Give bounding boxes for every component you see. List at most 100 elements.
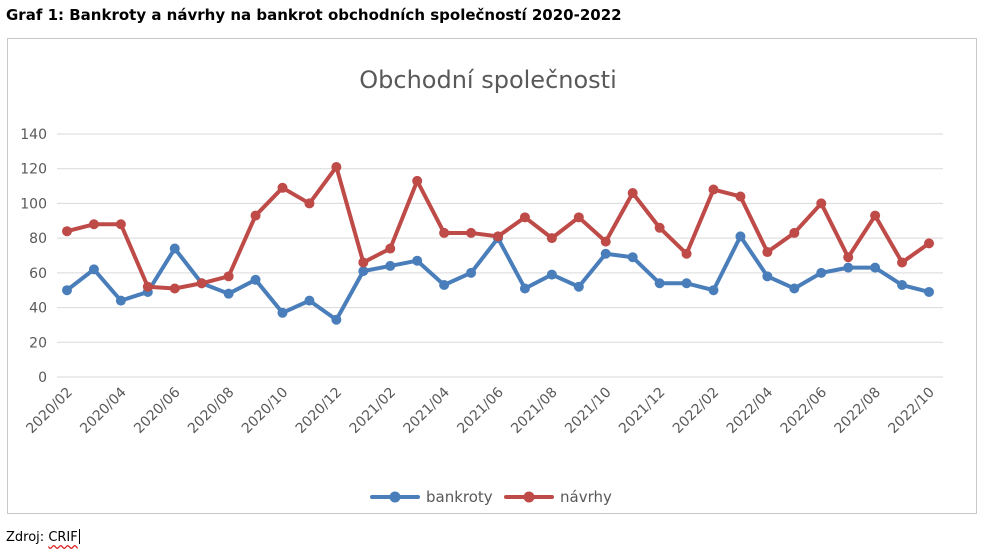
y-tick-label: 120 (20, 162, 47, 178)
x-tick-label: 2021/02 (347, 385, 399, 437)
y-tick-label: 0 (38, 370, 47, 386)
data-point (843, 252, 854, 263)
data-point (870, 262, 881, 273)
data-point (385, 243, 396, 254)
data-point (627, 252, 638, 263)
source-name: CRIF (48, 530, 78, 545)
data-point (304, 295, 315, 306)
y-axis-ticks: 0 20 40 60 80 100 120 140 (20, 127, 47, 386)
data-point (358, 257, 369, 268)
text-caret (78, 529, 80, 544)
legend-entry: bankroty (370, 488, 493, 506)
data-point (277, 307, 288, 318)
source-note: Zdroj: CRIF (6, 529, 80, 545)
x-tick-label: 2021/06 (454, 384, 507, 437)
series-bankroty (62, 231, 934, 325)
series-navrhy (62, 161, 934, 294)
series-line (65, 164, 931, 291)
legend-swatch-marker (523, 491, 535, 503)
data-point (789, 283, 800, 294)
data-point (681, 278, 692, 289)
y-tick-label: 20 (29, 335, 47, 351)
figure-heading: Graf 1: Bankroty a návrhy na bankrot obc… (6, 6, 622, 24)
y-tick-label: 140 (20, 127, 47, 143)
data-point (762, 247, 773, 258)
data-point (816, 198, 827, 209)
x-tick-label: 2020/02 (23, 385, 75, 437)
data-point (142, 281, 153, 292)
x-tick-label: 2022/10 (885, 385, 937, 437)
data-point (573, 212, 584, 223)
x-tick-label: 2022/02 (670, 385, 722, 437)
data-point (546, 269, 557, 280)
gridlines (57, 133, 943, 378)
data-point (250, 210, 261, 221)
data-point (600, 236, 611, 247)
data-point (654, 222, 665, 233)
data-point (304, 198, 315, 209)
data-point (870, 210, 881, 221)
x-tick-label: 2022/08 (832, 385, 884, 437)
data-point (735, 231, 746, 242)
data-point (412, 255, 423, 266)
data-point (627, 188, 638, 199)
data-point (466, 227, 477, 238)
legend-swatch-marker (389, 491, 401, 503)
legend-entry: návrhy (504, 488, 612, 506)
data-point (169, 243, 180, 254)
x-tick-label: 2021/08 (508, 385, 560, 437)
data-point (277, 182, 288, 193)
x-tick-label: 2021/04 (401, 384, 454, 437)
data-point (816, 267, 827, 278)
data-point (789, 227, 800, 238)
data-point (115, 219, 126, 230)
data-point (223, 288, 234, 299)
x-tick-label: 2022/04 (724, 384, 777, 437)
data-point (331, 314, 342, 325)
data-point (115, 295, 126, 306)
data-point (62, 285, 72, 296)
data-point (519, 212, 530, 223)
x-tick-label: 2022/06 (778, 384, 831, 437)
y-tick-label: 100 (20, 196, 47, 212)
data-point (519, 283, 530, 294)
data-point (573, 281, 584, 292)
data-point (331, 161, 342, 172)
data-point (439, 227, 450, 238)
data-point (493, 231, 503, 242)
data-point (412, 175, 423, 186)
data-point (600, 248, 611, 259)
x-tick-label: 2020/10 (239, 385, 291, 437)
data-point (169, 283, 180, 294)
data-point (654, 278, 665, 289)
data-point (439, 280, 450, 291)
data-point (223, 271, 234, 282)
x-tick-label: 2021/12 (616, 385, 668, 437)
data-point (708, 285, 719, 296)
data-point (546, 233, 557, 244)
data-point (681, 248, 692, 259)
x-tick-label: 2020/12 (293, 385, 345, 437)
data-point (924, 238, 934, 249)
data-point (762, 271, 773, 282)
data-point (924, 286, 934, 297)
data-point (88, 219, 99, 230)
x-tick-label: 2021/10 (562, 385, 614, 437)
data-point (62, 226, 72, 237)
x-axis-ticks: 2020/02 2020/04 2020/06 2020/08 2020/10 2020/… (23, 384, 937, 437)
data-point (843, 262, 854, 273)
data-point (897, 280, 908, 291)
chart-title: Obchodní společnosti (359, 66, 616, 94)
data-point (88, 264, 99, 275)
x-tick-label: 2020/08 (185, 385, 237, 437)
data-point (735, 191, 746, 202)
data-point (385, 260, 396, 271)
y-tick-label: 60 (29, 266, 47, 282)
data-point (897, 257, 908, 268)
y-tick-label: 80 (29, 231, 47, 247)
source-label: Zdroj: (6, 530, 45, 545)
series-layer (62, 161, 934, 325)
y-tick-label: 40 (29, 301, 47, 317)
data-point (250, 274, 261, 285)
